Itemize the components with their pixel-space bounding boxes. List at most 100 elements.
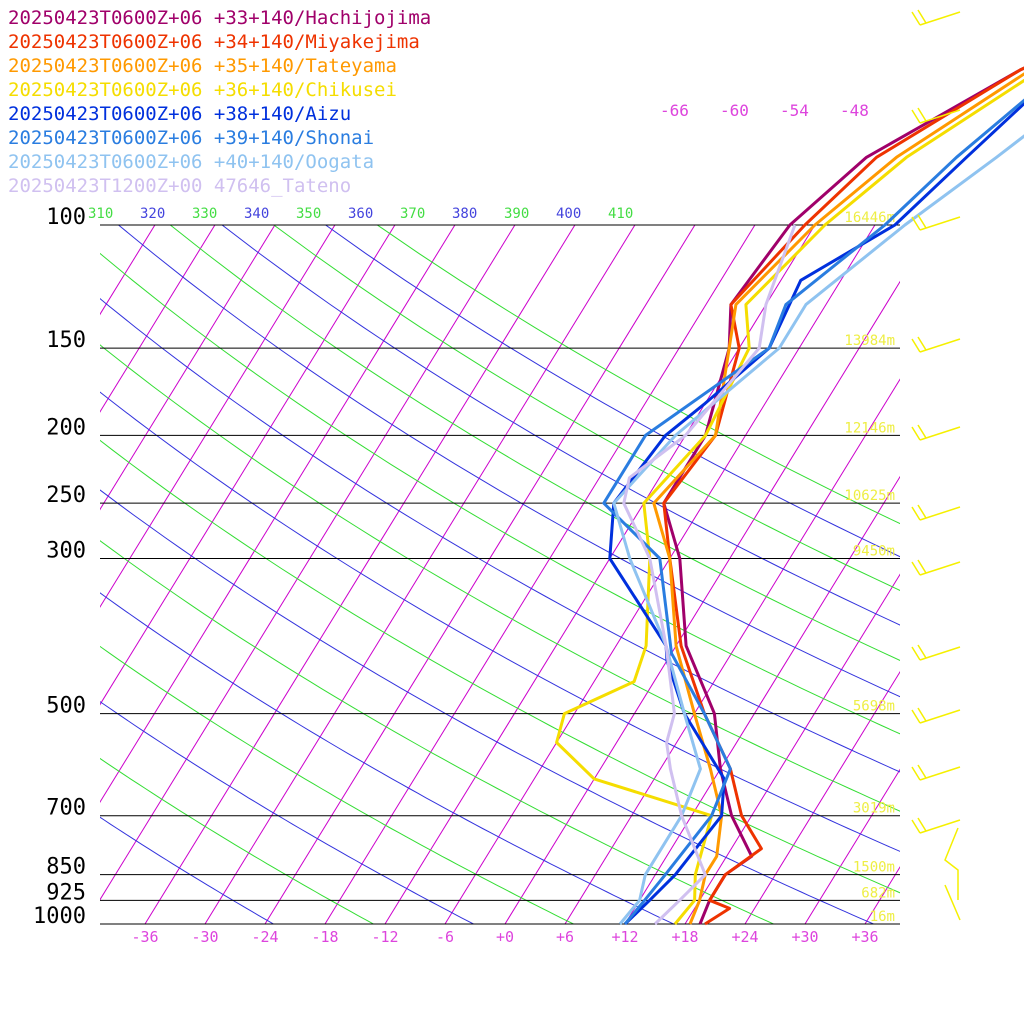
temperature-tick-label: +0 (496, 928, 514, 946)
pressure-tick-label: 500 (46, 694, 86, 719)
height-label: 16446m (844, 210, 895, 226)
theta-label: 330 (192, 206, 217, 222)
isotherm-line (100, 225, 216, 413)
wind-barb (911, 817, 961, 834)
dry-adiabat-line (100, 592, 674, 924)
isotherm-line (264, 225, 696, 924)
moist-adiabat-line (169, 225, 900, 662)
dry-adiabat-line (221, 225, 900, 626)
pressure-tick-label: 100 (46, 205, 86, 230)
isotherm-line (504, 280, 900, 924)
dry-adiabat-line (100, 297, 900, 773)
isotherm-label: -66 (660, 101, 689, 120)
pressure-tick-label: 850 (46, 855, 86, 880)
pressure-tick-label: 700 (46, 796, 86, 821)
height-label: 16m (870, 909, 895, 925)
isotherm-line (804, 768, 900, 924)
dry-adiabat-line (100, 816, 274, 924)
temperature-tick-label: +30 (791, 928, 818, 946)
theta-label: 370 (400, 206, 425, 222)
temperature-tick-label: -36 (131, 928, 158, 946)
pressure-tick-label: 150 (46, 328, 86, 353)
isotherm-line (624, 475, 900, 924)
height-label: 12146m (844, 420, 895, 436)
height-label: 13984m (844, 333, 895, 349)
height-label: 3019m (853, 801, 895, 817)
theta-label: 310 (88, 206, 113, 222)
theta-label: 390 (504, 206, 529, 222)
temperature-tick-label: +24 (731, 928, 758, 946)
wind-barb (911, 9, 961, 26)
isotherm-line (144, 225, 576, 924)
series-line-7 (612, 134, 1024, 925)
height-label: 1500m (853, 860, 895, 876)
series-line-1 (662, 66, 1024, 925)
temperature-tick-label: -12 (371, 928, 398, 946)
series-line-8 (622, 224, 797, 926)
theta-label: 340 (244, 206, 269, 222)
isotherm-line (100, 225, 456, 804)
height-label: 9450m (853, 544, 895, 560)
pressure-tick-label: 300 (46, 539, 86, 564)
series-line-5 (608, 101, 1024, 926)
wind-barb (911, 504, 961, 521)
wind-barb (911, 707, 961, 724)
isotherm-label: -60 (720, 101, 749, 120)
theta-label: 350 (296, 206, 321, 222)
theta-label: 410 (608, 206, 633, 222)
series-line-4 (555, 78, 1024, 925)
temperature-tick-label: -30 (191, 928, 218, 946)
pressure-tick-label: 1000 (33, 904, 86, 929)
isotherm-line (100, 225, 516, 901)
theta-label: 400 (556, 206, 581, 222)
pressure-tick-label: 200 (46, 415, 86, 440)
pressure-tick-label: 925 (46, 880, 86, 905)
pressure-tick-label: 250 (46, 483, 86, 508)
isotherm-line (564, 378, 900, 924)
legend-entry: 20250423T0600Z+06 +40+140/Oogata (8, 151, 375, 173)
isotherm-line (744, 671, 900, 924)
isotherm-line (100, 225, 336, 608)
series-line-6 (602, 98, 1024, 925)
legend-entry: 20250423T0600Z+06 +36+140/Chikusei (8, 79, 397, 101)
isotherm-label: -48 (840, 101, 869, 120)
isotherm-line (444, 225, 876, 924)
wind-barb (911, 336, 961, 353)
wind-barb (911, 107, 961, 124)
series-line-2 (662, 66, 1024, 926)
isotherm-line (384, 225, 816, 924)
legend-entry: 20250423T0600Z+06 +33+140/Hachijojima (8, 7, 432, 29)
height-label: 5698m (853, 699, 895, 715)
isotherm-line (204, 225, 636, 924)
legend-entry: 20250423T0600Z+06 +35+140/Tateyama (8, 55, 397, 77)
temperature-tick-label: +6 (556, 928, 574, 946)
wind-barb (911, 559, 961, 576)
isotherm-line (864, 866, 900, 924)
legend-entry: 20250423T0600Z+06 +39+140/Shonai (8, 127, 375, 149)
theta-label: 380 (452, 206, 477, 222)
series-line-3 (652, 72, 1024, 925)
temperature-tick-label: -6 (436, 928, 454, 946)
isotherm-line (100, 225, 396, 706)
wind-barb (911, 764, 961, 781)
wind-barb (911, 644, 961, 661)
dry-adiabat-line (118, 225, 900, 698)
wind-barb (944, 827, 961, 921)
moist-adiabat-line (377, 225, 900, 525)
theta-label: 320 (140, 206, 165, 222)
legend-entry: 20250423T1200Z+00 47646_Tateno (8, 175, 352, 197)
legend-entry: 20250423T0600Z+06 +38+140/Aizu (8, 103, 352, 125)
wind-barb (911, 214, 961, 231)
background-lines (100, 225, 900, 924)
legend-entry: 20250423T0600Z+06 +34+140/Miyakejima (8, 31, 420, 53)
temperature-tick-label: +18 (671, 928, 698, 946)
wind-barb (911, 424, 961, 441)
height-label: 682m (861, 885, 895, 901)
moist-adiabat-line (100, 645, 574, 924)
temperature-tick-label: +36 (851, 928, 878, 946)
height-label: 10625m (844, 488, 895, 504)
temperature-tick-label: +12 (611, 928, 638, 946)
isotherm-line (324, 225, 756, 924)
